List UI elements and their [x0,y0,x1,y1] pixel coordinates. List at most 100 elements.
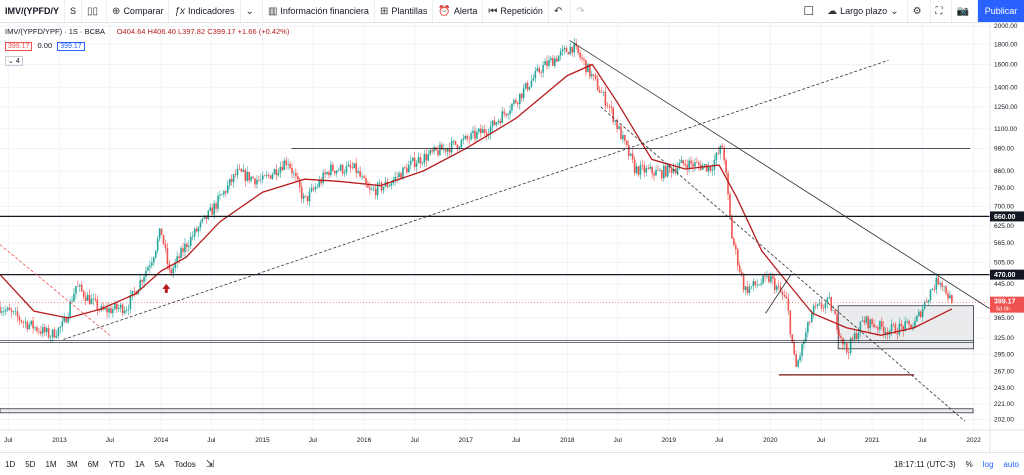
clock[interactable]: 18:17:11 (UTC-3) [893,459,956,469]
candle-body [261,175,264,180]
fullscreen-button[interactable]: ⛶ [931,0,952,22]
range-button-1m[interactable]: 1M [45,459,57,469]
bottom-toolbar: 1D 5D 1M 3M 6M YTD 1A 5A Todos ⇲ 18:17:11 (UTC-3… [0,452,1024,475]
candle-body [252,176,254,179]
chevron-down-icon: ⌄ [245,5,254,17]
indicators-dropdown[interactable]: ⌄ [241,0,263,22]
candle-body [748,286,751,293]
legend-ohlc: O404.64 H406.40 L397.82 C399.17 +1.66 (+… [116,27,290,36]
candle-body [534,70,537,79]
price-tick-label: 980.00 [994,146,1014,153]
undo-button[interactable]: ↶ [549,0,572,22]
candle-body [18,316,21,321]
term-button[interactable]: ☁ Largo plazo ⌄ [822,0,908,22]
candle-body [746,286,749,293]
chart-type-button[interactable]: ▯▯ [82,0,108,22]
candle-body [507,114,509,116]
layout-button[interactable]: ☐ [798,0,822,22]
candle-body [824,303,827,309]
auto-toggle[interactable]: auto [1003,459,1019,469]
date-range-icon[interactable]: ⇲ [205,458,215,470]
up-arrow-icon [162,283,171,293]
indicators-label: Indicadores [188,6,235,16]
percent-toggle[interactable]: % [965,459,973,469]
candle-body [949,295,951,299]
candle-body [480,128,482,134]
candle-body [530,80,533,87]
buy-price[interactable]: 399.17 [57,42,85,51]
time-tick-label: Jul [309,437,318,444]
price-tick-label: 505.00 [994,259,1014,266]
trendline [569,40,991,310]
candle-body [661,170,663,179]
publish-button[interactable]: Publicar [978,0,1024,22]
snapshot-button[interactable]: 📷 [952,0,978,22]
time-axis[interactable]: Jul 2013 Jul 2014 Jul 2015 Jul 2016 Jul 2017 Jul 20… [4,437,981,444]
candle-body [409,160,412,165]
candle-body [219,195,221,196]
range-button-6m[interactable]: 6M [87,459,99,469]
indicators-button[interactable]: ƒx Indicadores [169,0,241,22]
range-button-1d[interactable]: 1D [5,459,16,469]
candle-body [145,270,147,277]
alert-label: Alerta [453,6,478,16]
candle-body [884,331,887,334]
candle-body [43,327,46,333]
candle-body [277,173,280,176]
candle-body [626,140,628,145]
price-tick-label: 325.00 [994,335,1014,342]
compare-button[interactable]: ⊕ Comparar [107,0,170,22]
candle-body [910,324,912,330]
candle-body [312,188,315,190]
candle-body [152,257,155,263]
range-button-ytd[interactable]: YTD [108,459,125,469]
candle-body [199,221,202,228]
candle-body [789,310,792,335]
candle-body [937,277,940,285]
candle-body [184,243,186,253]
range-button-3m[interactable]: 3M [66,459,78,469]
candle-body [117,307,120,310]
candle-body [538,68,541,73]
financial-label: Información financiera [280,6,369,16]
range-button-5a[interactable]: 5A [154,459,165,469]
price-chart[interactable]: 202.00 221.00 243.00 267.00 295.00 325.00 365.… [0,22,1024,452]
candle-body [781,292,784,295]
candle-body [807,321,809,333]
candle-body [485,132,488,136]
range-button-5d[interactable]: 5D [25,459,36,469]
settings-button[interactable]: ⚙ [908,0,931,22]
candle-body [762,275,764,284]
candle-body [75,286,77,294]
range-button-1a[interactable]: 1A [134,459,145,469]
candle-body [110,308,112,314]
indicators-toggle[interactable]: ⌄ 4 [5,56,23,66]
redo-button[interactable]: ↷ [571,0,592,22]
candle-body [666,164,669,177]
interval-button[interactable]: S [65,0,83,22]
sell-price[interactable]: 399.17 [5,42,33,51]
candle-body [881,321,883,327]
candle-body [655,169,657,176]
candle-body [857,332,860,339]
candle-body [690,160,692,164]
templates-button[interactable]: ⊞ Plantillas [375,0,434,22]
candle-body [248,171,250,181]
candle-body [511,103,513,111]
range-button-todos[interactable]: Todos [174,459,196,469]
candle-body [853,333,856,340]
candle-body [209,207,212,211]
price-axis[interactable]: 202.00 221.00 243.00 267.00 295.00 325.00 365.… [994,23,1018,423]
candle-body [347,164,350,166]
replay-button[interactable]: ⏮ Repetición [483,0,549,22]
candle-body [923,301,926,309]
candle-body [715,152,718,161]
log-toggle[interactable]: log [982,459,994,469]
financial-button[interactable]: ▥ Información financiera [263,0,375,22]
candle-body [622,135,624,140]
symbol-search[interactable]: IMV/(YPFD/Y [0,0,66,22]
alert-button[interactable]: ⏰ Alerta [433,0,484,22]
candle-body [448,148,451,153]
candle-body [787,298,790,311]
candle-body [544,61,546,66]
